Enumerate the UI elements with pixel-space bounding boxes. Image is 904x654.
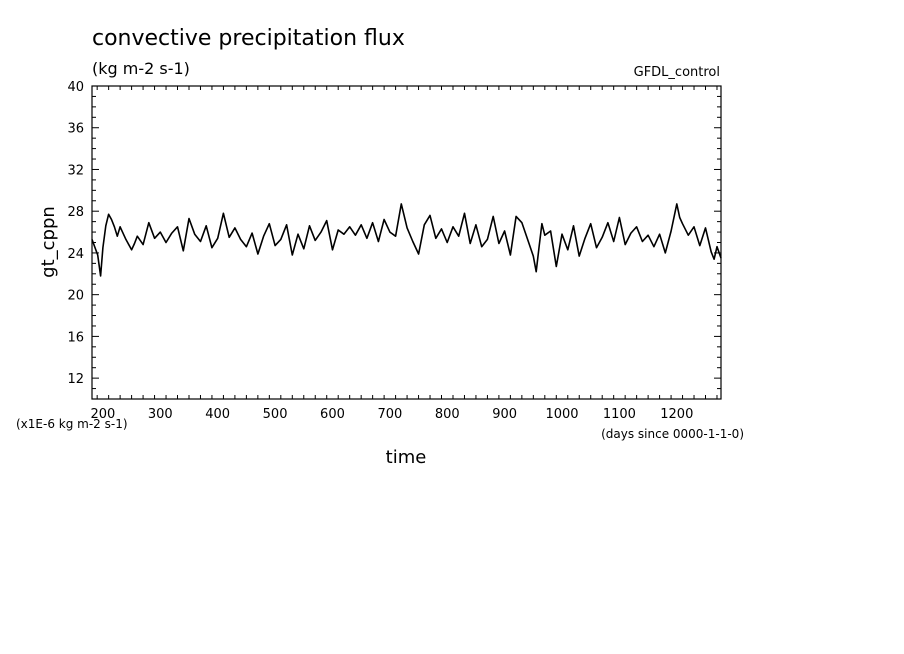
y-axis: 12 16 20 24 28 32 36 40 — [67, 80, 721, 400]
y-tick-label: 24 — [67, 247, 84, 262]
y-tick-label: 40 — [67, 80, 84, 95]
y-scale-note: (x1E-6 kg m-2 s-1) — [16, 417, 128, 431]
x-tick-label: 1000 — [545, 407, 578, 422]
y-tick-label: 36 — [67, 122, 84, 137]
x-axis-label: time — [386, 447, 427, 468]
y-tick-label: 20 — [67, 289, 84, 304]
x-tick-label: 1100 — [603, 407, 636, 422]
y-tick-label: 16 — [67, 330, 84, 345]
y-tick-label: 12 — [67, 372, 84, 387]
chart-title: convective precipitation flux — [92, 26, 405, 51]
x-units-note: (days since 0000-1-1-0) — [601, 427, 744, 441]
y-tick-label: 28 — [67, 205, 84, 220]
chart-units: (kg m-2 s-1) — [92, 59, 190, 78]
x-tick-label: 800 — [435, 407, 460, 422]
y-axis-label: gt_cppn — [38, 206, 59, 278]
x-tick-label: 500 — [263, 407, 288, 422]
x-tick-label: 1200 — [660, 407, 693, 422]
x-tick-label: 700 — [377, 407, 402, 422]
dataset-label: GFDL_control — [634, 65, 720, 80]
x-tick-label: 200 — [90, 407, 115, 422]
x-tick-label: 300 — [148, 407, 173, 422]
x-tick-label: 600 — [320, 407, 345, 422]
y-tick-label: 32 — [67, 163, 84, 178]
x-tick-label: 900 — [492, 407, 517, 422]
x-tick-label: 400 — [205, 407, 230, 422]
series-line-0 — [91, 203, 722, 277]
x-axis: 200 300 400 500 600 700 800 900 1000 1100 1200 — [90, 86, 718, 422]
series-layer — [91, 203, 722, 277]
